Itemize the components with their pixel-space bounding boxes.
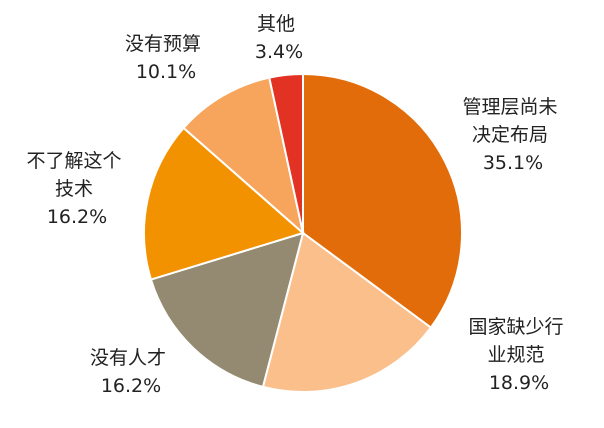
pie-labels: 管理层尚未 决定布局 35.1% 国家缺少行 业规范 18.9% 没有人才 16…: [26, 13, 569, 397]
label-slice-4: 没有预算 10.1%: [125, 33, 207, 83]
label-slice-0-line-1: 决定布局: [472, 124, 548, 146]
label-slice-4-value: 10.1%: [136, 61, 196, 83]
label-slice-3-line-1: 技术: [55, 178, 93, 200]
pie-slice-0: [302, 72, 463, 329]
label-slice-4-line-0: 没有预算: [125, 33, 201, 55]
label-slice-5-line-0: 其他: [257, 13, 295, 35]
pie-slice-4: [182, 76, 305, 236]
pie-slice-3: [143, 126, 306, 281]
label-slice-5: 其他 3.4%: [255, 13, 303, 63]
label-slice-2: 没有人才 16.2%: [90, 347, 172, 397]
label-slice-2-line-0: 没有人才: [90, 347, 166, 369]
pie-slices: [143, 72, 463, 393]
label-slice-0-value: 35.1%: [483, 152, 543, 174]
label-slice-1: 国家缺少行 业规范 18.9%: [468, 316, 569, 394]
label-slice-0: 管理层尚未 决定布局 35.1%: [462, 96, 563, 174]
label-slice-0-line-0: 管理层尚未: [462, 96, 557, 118]
pie-slice-5: [268, 72, 304, 234]
label-slice-1-line-0: 国家缺少行: [468, 316, 563, 338]
pie-slice-2: [149, 231, 305, 389]
label-slice-3-line-0: 不了解这个: [26, 150, 121, 172]
label-slice-3-value: 16.2%: [47, 206, 107, 228]
label-slice-2-value: 16.2%: [101, 375, 161, 397]
label-slice-5-value: 3.4%: [255, 41, 303, 63]
pie-slice-1: [261, 231, 433, 393]
label-slice-3: 不了解这个 技术 16.2%: [26, 150, 127, 228]
label-slice-1-line-1: 业规范: [487, 344, 544, 366]
label-slice-1-value: 18.9%: [489, 372, 549, 394]
